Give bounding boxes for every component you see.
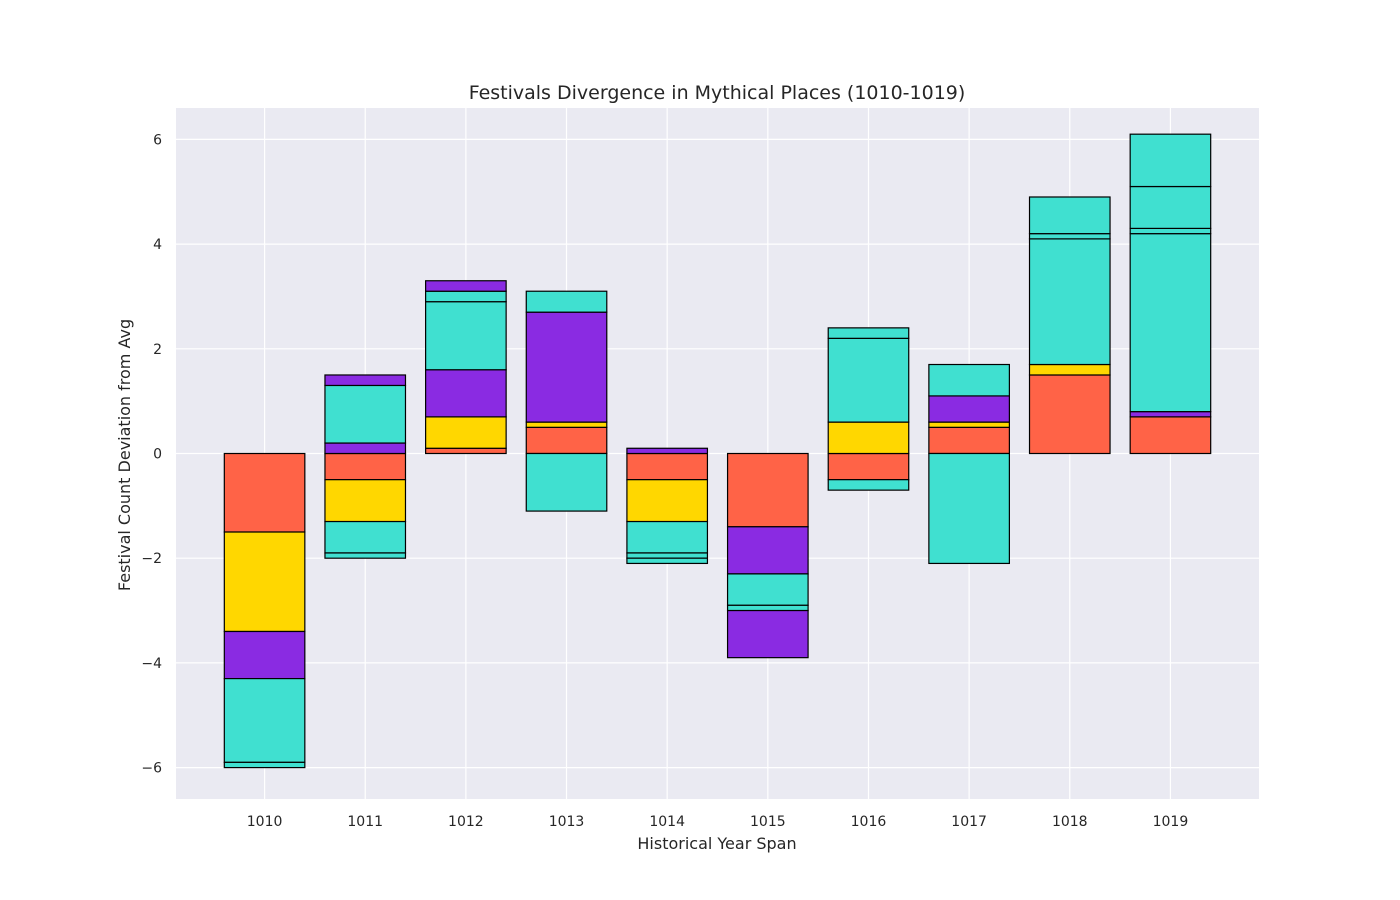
bar-segment-1015-2 — [726, 526, 809, 575]
x-tick-label: 1012 — [448, 814, 484, 830]
bar-segment-1011-4 — [324, 384, 407, 444]
bar-segment-1011-0 — [324, 452, 407, 481]
y-axis-label: Festival Count Deviation from Avg — [115, 319, 134, 591]
x-tick-label: 1011 — [347, 814, 383, 830]
bar-segment-1019-0 — [1129, 416, 1212, 455]
bar-segment-1012-2 — [425, 369, 507, 418]
bar-segment-1010-2 — [223, 630, 306, 680]
x-tick-label: 1010 — [247, 814, 283, 830]
bar-segment-1017-0 — [928, 426, 1010, 455]
bars — [223, 133, 1212, 769]
bar-segment-1017-3 — [928, 363, 1010, 397]
bar-segment-1010-3 — [223, 677, 306, 763]
bar-segment-1018-1 — [1028, 363, 1111, 376]
y-tick-label: −6 — [141, 761, 162, 777]
bar-segment-1015-0 — [726, 452, 809, 528]
bar-segment-1011-5 — [324, 374, 407, 387]
bar-segment-1012-0 — [425, 447, 507, 455]
bar-segment-1013-2 — [525, 311, 608, 423]
bar-segment-1014-4 — [626, 552, 709, 559]
bar-segment-1014-1 — [626, 479, 709, 523]
bar-segment-1016-1 — [827, 421, 910, 455]
bar-segment-1015-4 — [726, 604, 809, 612]
bar-segment-1012-5 — [425, 280, 507, 292]
bar-segment-1017-2 — [928, 395, 1010, 423]
bar-segment-1018-0 — [1028, 374, 1111, 455]
x-tick-label: 1016 — [851, 814, 887, 830]
bar-segment-1019-2 — [1129, 411, 1212, 418]
x-tick-label: 1017 — [951, 814, 987, 830]
y-tick-label: 0 — [153, 447, 162, 463]
bar-segment-1016-3 — [827, 337, 910, 423]
y-tick-label: 2 — [153, 342, 162, 358]
bar-segment-1018-4 — [1028, 233, 1111, 240]
bar-segment-1013-1 — [525, 421, 608, 428]
bar-segment-1015-5 — [726, 609, 809, 659]
bar-segment-1019-6 — [1129, 185, 1212, 230]
bar-segment-1010-0 — [223, 452, 306, 533]
bar-segment-1013-0 — [525, 426, 608, 455]
bar-segment-1013-4 — [525, 452, 608, 512]
bar-segment-1015-3 — [726, 573, 809, 606]
x-tick-label: 1015 — [750, 814, 786, 830]
bar-segment-1014-2 — [626, 447, 709, 455]
x-tick-label: 1018 — [1052, 814, 1088, 830]
y-tick-label: 4 — [153, 237, 162, 253]
chart-title: Festivals Divergence in Mythical Places … — [469, 82, 966, 104]
bar-segment-1014-3 — [626, 520, 709, 554]
bar-segment-1016-0 — [827, 452, 910, 481]
x-tick-label: 1019 — [1153, 814, 1189, 830]
bar-segment-1013-3 — [525, 290, 608, 313]
x-axis-label: Historical Year Span — [637, 834, 796, 853]
y-tick-labels: −6 −4 −2 0 2 4 6 — [141, 132, 162, 776]
bar-segment-1018-6 — [1028, 196, 1111, 235]
bar-segment-1010-4 — [223, 761, 306, 769]
bar-segment-1019-4 — [1129, 227, 1212, 235]
bar-segment-1012-4 — [425, 290, 507, 303]
bar-segment-1011-3 — [324, 520, 407, 554]
bar-segment-1017-1 — [928, 421, 1010, 428]
x-tick-labels: 1010 1011 1012 1013 1014 1015 1016 1017 1018 1019 — [247, 814, 1188, 830]
bar-segment-1019-3 — [1129, 233, 1212, 413]
x-tick-label: 1014 — [649, 814, 685, 830]
bar-segment-1011-2 — [324, 442, 407, 455]
bar-segment-1014-0 — [626, 452, 709, 481]
bar-segment-1010-1 — [223, 531, 306, 633]
bar-segment-1014-6 — [626, 557, 709, 565]
x-tick-label: 1013 — [549, 814, 585, 830]
bar-segment-1019-7 — [1129, 133, 1212, 188]
y-tick-label: −2 — [141, 551, 162, 567]
bar-segment-1016-6 — [827, 479, 910, 491]
bar-segment-1017-4 — [928, 452, 1010, 565]
bar-segment-1011-6 — [324, 552, 407, 559]
y-tick-label: −4 — [141, 656, 162, 672]
bar-segment-1011-1 — [324, 479, 407, 523]
bar-segment-1012-3 — [425, 301, 507, 371]
bar-segment-1018-3 — [1028, 238, 1111, 366]
y-tick-label: 6 — [153, 132, 162, 148]
bar-segment-1016-4 — [827, 327, 910, 339]
bar-segment-1012-1 — [425, 416, 507, 449]
